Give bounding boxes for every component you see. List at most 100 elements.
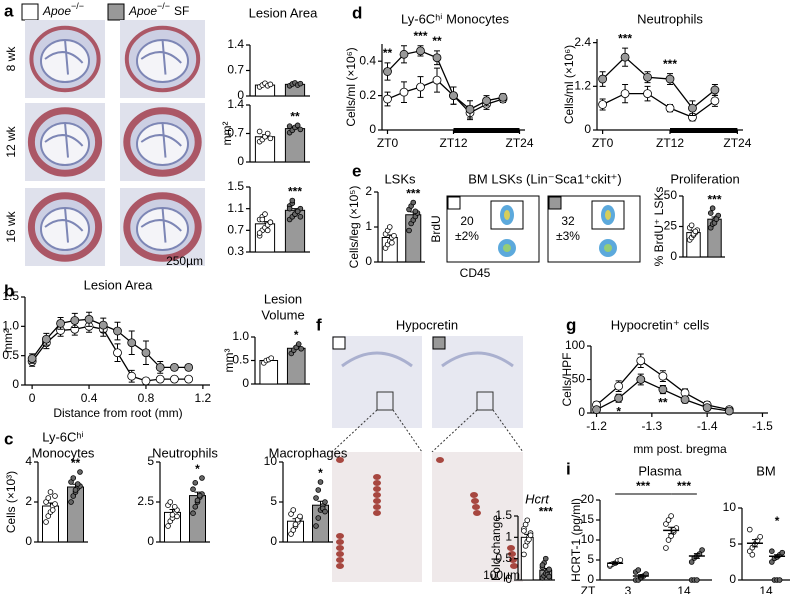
- flow-key: [548, 196, 562, 210]
- panel-label: b: [4, 281, 14, 300]
- y-tick-label: 0: [237, 88, 244, 102]
- data-point: [192, 503, 199, 510]
- y-axis-label: Cells/ml (×10⁶): [344, 47, 358, 126]
- data-point: [322, 508, 328, 515]
- series-marker: [620, 89, 630, 98]
- error-bar: [637, 574, 644, 578]
- valve: [44, 39, 84, 75]
- chart-title: Hypocretin⁺ cells: [611, 317, 710, 332]
- y-tick-label: 1.5: [495, 508, 512, 522]
- error-bar: [693, 553, 700, 559]
- data-point: [43, 519, 49, 525]
- y-tick-label: 0.3: [227, 244, 244, 258]
- y-tick-label: 0: [670, 249, 677, 263]
- chart-title: Ly-6Cʰⁱ: [42, 429, 84, 444]
- data-point: [707, 210, 714, 216]
- data-point: [757, 533, 763, 540]
- y-axis-label: mm²: [1, 329, 15, 353]
- data-point: [256, 128, 263, 135]
- data-point: [290, 507, 297, 513]
- series-marker: [27, 354, 37, 364]
- y-axis-label: Cells/leg (×10⁵): [347, 186, 361, 269]
- data-point: [317, 479, 324, 485]
- y-tick-label: 0: [25, 534, 32, 548]
- y-tick-label: 1.5: [2, 289, 19, 303]
- y-tick-label: 0: [505, 572, 512, 586]
- y-tick-label: 4: [25, 454, 32, 468]
- data-point: [412, 208, 419, 215]
- data-point: [713, 216, 720, 222]
- flow-ylabel: BrdU: [429, 215, 443, 242]
- series-marker: [658, 371, 668, 381]
- y-tick-label: 0.7: [227, 126, 244, 140]
- y-tick-label: 50: [664, 188, 678, 202]
- x-tick-label: 0.8: [138, 391, 155, 405]
- series-marker: [665, 74, 675, 84]
- series-marker: [482, 96, 491, 106]
- data-point: [709, 205, 716, 212]
- flow-population: [605, 210, 611, 220]
- y-tick-label: 1.0: [2, 319, 19, 333]
- data-point: [267, 135, 274, 142]
- data-point: [663, 521, 669, 527]
- error-bar: [668, 526, 675, 535]
- series-marker: [665, 103, 675, 113]
- x-tick-label: ZT12: [439, 136, 467, 150]
- legend-genotype: −/−: [71, 1, 84, 11]
- x-tick-label: -1.2: [586, 419, 607, 433]
- y-tick-label: 25: [664, 219, 678, 233]
- y-tick-label: 0: [729, 572, 736, 586]
- y-tick-label: 20: [581, 492, 595, 506]
- chart-title: Ly-6Cʰⁱ Monocytes: [401, 11, 509, 26]
- series-marker: [399, 49, 409, 59]
- series-marker: [498, 92, 508, 102]
- significance: ***: [618, 31, 632, 45]
- flow-title: BM LSKs (Lin⁻Sca1⁺ckit⁺): [468, 171, 622, 186]
- y-axis-label: Cells/HPF: [560, 352, 574, 406]
- data-point: [297, 213, 304, 220]
- data-point: [521, 528, 527, 534]
- series-marker: [41, 334, 51, 344]
- series-marker: [170, 374, 179, 384]
- y-tick-label: 0.2: [359, 88, 376, 102]
- flow-gate: [591, 200, 625, 230]
- neuron: [336, 563, 344, 569]
- series-marker: [432, 53, 442, 63]
- data-point: [315, 515, 322, 521]
- data-point: [192, 479, 199, 486]
- data-point: [49, 507, 56, 513]
- series-marker: [688, 103, 697, 113]
- significance: ***: [707, 192, 721, 206]
- panel-label: f: [316, 315, 322, 334]
- y-axis-label: mm²: [220, 122, 234, 146]
- series-marker: [98, 320, 108, 330]
- dark-phase: [453, 128, 520, 133]
- y-tick-label: 1.1: [227, 201, 244, 215]
- y-tick-label: 0.5: [495, 551, 512, 565]
- series-marker: [598, 100, 608, 109]
- error-bar: [751, 539, 758, 548]
- series-marker: [658, 385, 668, 394]
- neuron: [336, 551, 344, 557]
- data-point: [389, 239, 395, 246]
- series-marker: [56, 318, 65, 328]
- data-point: [699, 547, 705, 553]
- flow-population: [604, 244, 612, 252]
- y-axis-label: Cells/ml (×10⁶): [562, 45, 576, 124]
- chart-title: BM: [756, 463, 776, 478]
- data-point: [776, 577, 783, 583]
- flow-population: [503, 244, 511, 252]
- data-point: [256, 230, 263, 236]
- zoom-image: [432, 452, 523, 582]
- significance: **: [432, 34, 442, 48]
- legend-swatch: [21, 3, 39, 21]
- dark-phase: [670, 128, 738, 133]
- chart-title: Lesion Area: [249, 5, 318, 20]
- neuron: [508, 551, 516, 557]
- series-marker: [155, 362, 165, 372]
- neuron: [373, 474, 381, 480]
- data-point: [52, 493, 58, 499]
- significance: ***: [406, 187, 420, 201]
- series-marker: [614, 393, 624, 403]
- series-marker: [113, 326, 122, 336]
